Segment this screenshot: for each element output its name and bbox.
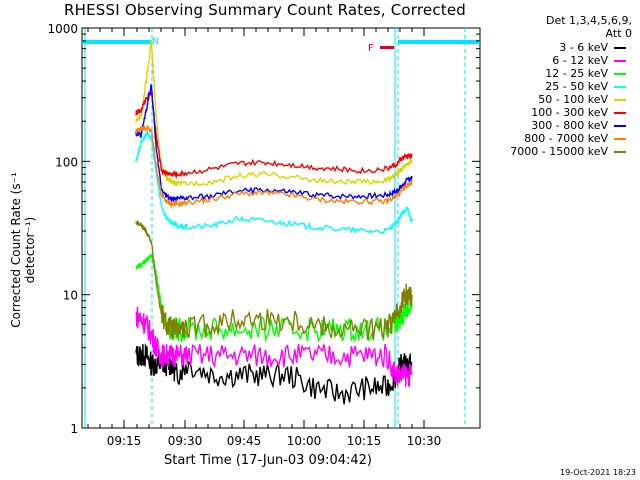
series-line-8: [135, 220, 413, 341]
x-tick-label: 10:30: [407, 434, 442, 448]
legend-swatch: [614, 111, 626, 114]
n-flag-marker: N: [152, 37, 159, 47]
series-line-5: [135, 91, 413, 180]
legend-entry: 800 - 7000 keV: [480, 132, 640, 145]
legend-entry: 7000 - 15000 keV: [480, 145, 640, 158]
f-flag-marker: F: [368, 43, 374, 54]
x-tick-label: 09:45: [227, 434, 262, 448]
axes-layer: 1 10 100 1000 09:15 09:30 09:45 10:00 10:15 10:30: [47, 22, 480, 448]
y-tick-label: 1: [70, 422, 78, 436]
legend-entry: 6 - 12 keV: [480, 54, 640, 67]
series-line-6: [135, 84, 413, 203]
legend-swatch: [614, 124, 626, 127]
x-axis-label: Start Time (17-Jun-03 09:04:42): [164, 453, 372, 468]
legend-label: 50 - 100 keV: [538, 93, 608, 106]
generation-timestamp: 19-Oct-2021 18:23: [560, 468, 636, 477]
legend-label: 800 - 7000 keV: [524, 132, 608, 145]
legend-entry: 50 - 100 keV: [480, 93, 640, 106]
legend-swatch: [614, 59, 626, 62]
chart-title: RHESSI Observing Summary Count Rates, Co…: [64, 1, 467, 19]
series-line-3: [135, 130, 413, 235]
legend-label: 7000 - 15000 keV: [510, 145, 608, 158]
detector-info: Det 1,3,4,5,6,9, Att 0: [545, 14, 632, 40]
attenuator-saa-markers: [82, 28, 480, 428]
x-tick-label: 10:00: [287, 434, 322, 448]
legend-swatch: [614, 98, 626, 101]
y-tick-label: 1000: [47, 22, 78, 36]
legend-label: 25 - 50 keV: [545, 80, 608, 93]
legend-swatch: [614, 72, 626, 75]
legend-swatch: [614, 137, 626, 140]
x-tick-label: 09:30: [168, 434, 203, 448]
legend-entry: 12 - 25 keV: [480, 67, 640, 80]
legend-entry: 300 - 800 keV: [480, 119, 640, 132]
series-line-1: [135, 306, 413, 387]
series-line-7: [135, 124, 413, 209]
plot-frame: [81, 27, 481, 429]
x-tick-label: 09:15: [107, 434, 142, 448]
legend-swatch: [614, 85, 626, 88]
legend-entry: 3 - 6 keV: [480, 41, 640, 54]
legend-swatch: [614, 150, 626, 153]
legend-entry: 25 - 50 keV: [480, 80, 640, 93]
y-tick-label: 10: [63, 289, 78, 303]
f-flag-bar: [380, 46, 394, 49]
x-tick-label: 10:15: [347, 434, 382, 448]
legend-label: 100 - 300 keV: [531, 106, 608, 119]
legend-entry: 100 - 300 keV: [480, 106, 640, 119]
series-line-0: [135, 342, 413, 405]
plot-border: [81, 27, 481, 429]
y-tick-label: 100: [55, 155, 78, 169]
legend-swatch: [614, 46, 626, 49]
legend-label: 3 - 6 keV: [559, 41, 608, 54]
legend-label: 6 - 12 keV: [552, 54, 608, 67]
series-line-4: [135, 40, 413, 187]
y-axis-label: Corrected Count Rate (s⁻¹ detector⁻¹): [9, 172, 37, 328]
series-layer: [135, 40, 413, 405]
legend-label: 300 - 800 keV: [531, 119, 608, 132]
legend-label: 12 - 25 keV: [545, 67, 608, 80]
